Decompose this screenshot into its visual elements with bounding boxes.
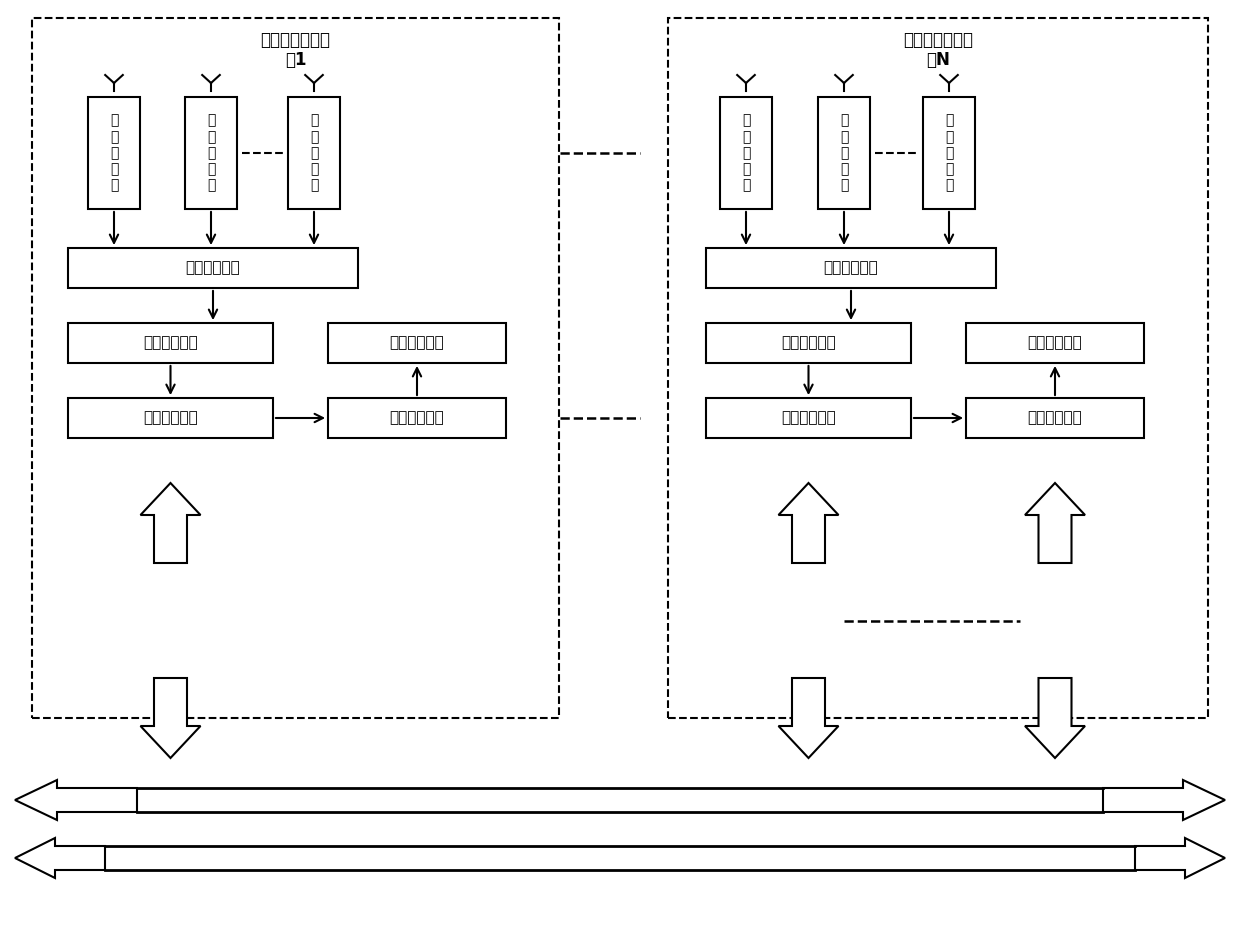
Polygon shape bbox=[779, 483, 838, 563]
Bar bbox=[185, 97, 237, 209]
Bar bbox=[68, 323, 273, 363]
Polygon shape bbox=[1025, 678, 1085, 758]
Text: 子带划分装置: 子带划分装置 bbox=[781, 336, 836, 351]
Polygon shape bbox=[1025, 483, 1085, 563]
Polygon shape bbox=[140, 678, 201, 758]
Polygon shape bbox=[1104, 780, 1225, 820]
Text: 接
收
机
通
道: 接 收 机 通 道 bbox=[742, 114, 750, 192]
Text: 亮温反演装置: 亮温反演装置 bbox=[389, 336, 444, 351]
Polygon shape bbox=[15, 838, 105, 878]
Bar bbox=[88, 97, 140, 209]
Polygon shape bbox=[15, 780, 136, 820]
Text: 接
收
机
通
道: 接 收 机 通 道 bbox=[207, 114, 216, 192]
Text: 星间通信装置: 星间通信装置 bbox=[143, 411, 198, 426]
Bar bbox=[288, 97, 340, 209]
Bar bbox=[668, 18, 1208, 718]
Text: 子带划分装置: 子带划分装置 bbox=[143, 336, 198, 351]
Text: 信号采集装置: 信号采集装置 bbox=[823, 261, 878, 276]
Text: 星间通信装置: 星间通信装置 bbox=[781, 411, 836, 426]
Polygon shape bbox=[1135, 838, 1225, 878]
Bar bbox=[923, 97, 975, 209]
Bar bbox=[32, 18, 559, 718]
Bar bbox=[720, 97, 773, 209]
Text: 亮温反演装置: 亮温反演装置 bbox=[1028, 336, 1083, 351]
Text: 接
收
机
通
道: 接 收 机 通 道 bbox=[110, 114, 118, 192]
Bar bbox=[68, 248, 358, 288]
Bar bbox=[68, 398, 273, 438]
Bar bbox=[966, 323, 1145, 363]
Bar bbox=[706, 248, 996, 288]
Bar bbox=[329, 323, 506, 363]
Bar bbox=[706, 323, 911, 363]
Text: 相关处理装置: 相关处理装置 bbox=[1028, 411, 1083, 426]
Text: 信号采集装置: 信号采集装置 bbox=[186, 261, 241, 276]
Polygon shape bbox=[779, 678, 838, 758]
Bar bbox=[966, 398, 1145, 438]
Text: 接
收
机
通
道: 接 收 机 通 道 bbox=[310, 114, 319, 192]
Text: 微波辐射计子系
统N: 微波辐射计子系 统N bbox=[903, 31, 973, 69]
Bar bbox=[329, 398, 506, 438]
Text: 接
收
机
通
道: 接 收 机 通 道 bbox=[945, 114, 954, 192]
Text: 相关处理装置: 相关处理装置 bbox=[389, 411, 444, 426]
Polygon shape bbox=[140, 483, 201, 563]
Bar bbox=[706, 398, 911, 438]
Text: 微波辐射计子系
统1: 微波辐射计子系 统1 bbox=[260, 31, 331, 69]
Text: 接
收
机
通
道: 接 收 机 通 道 bbox=[839, 114, 848, 192]
Bar bbox=[818, 97, 870, 209]
